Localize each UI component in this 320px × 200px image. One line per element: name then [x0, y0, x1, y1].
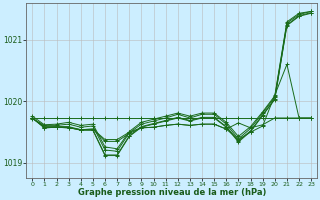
X-axis label: Graphe pression niveau de la mer (hPa): Graphe pression niveau de la mer (hPa): [77, 188, 266, 197]
